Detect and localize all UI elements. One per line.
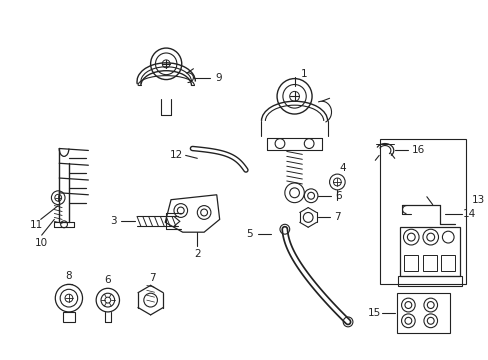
Bar (63, 312, 75, 322)
Bar (397, 276, 461, 286)
Text: 4: 4 (339, 163, 346, 173)
Bar (422, 255, 436, 271)
Text: 10: 10 (35, 238, 48, 248)
Text: 16: 16 (410, 145, 424, 156)
Text: 12: 12 (169, 150, 183, 161)
Text: 13: 13 (470, 195, 484, 205)
Text: 14: 14 (462, 210, 475, 220)
Bar (399, 227, 459, 276)
Text: 5: 5 (246, 229, 253, 239)
Text: 2: 2 (194, 249, 200, 259)
Text: 11: 11 (30, 220, 43, 230)
Bar (379, 139, 465, 284)
Text: 8: 8 (65, 271, 72, 282)
Bar (441, 255, 454, 271)
Text: 15: 15 (367, 308, 380, 318)
Text: 6: 6 (334, 191, 341, 201)
Text: 9: 9 (215, 73, 222, 82)
Bar (404, 255, 417, 271)
Bar (396, 293, 449, 333)
Text: 6: 6 (104, 275, 111, 285)
Text: 3: 3 (110, 216, 117, 226)
Text: 7: 7 (333, 212, 340, 222)
Text: 1: 1 (301, 69, 307, 79)
Text: 7: 7 (149, 274, 156, 283)
